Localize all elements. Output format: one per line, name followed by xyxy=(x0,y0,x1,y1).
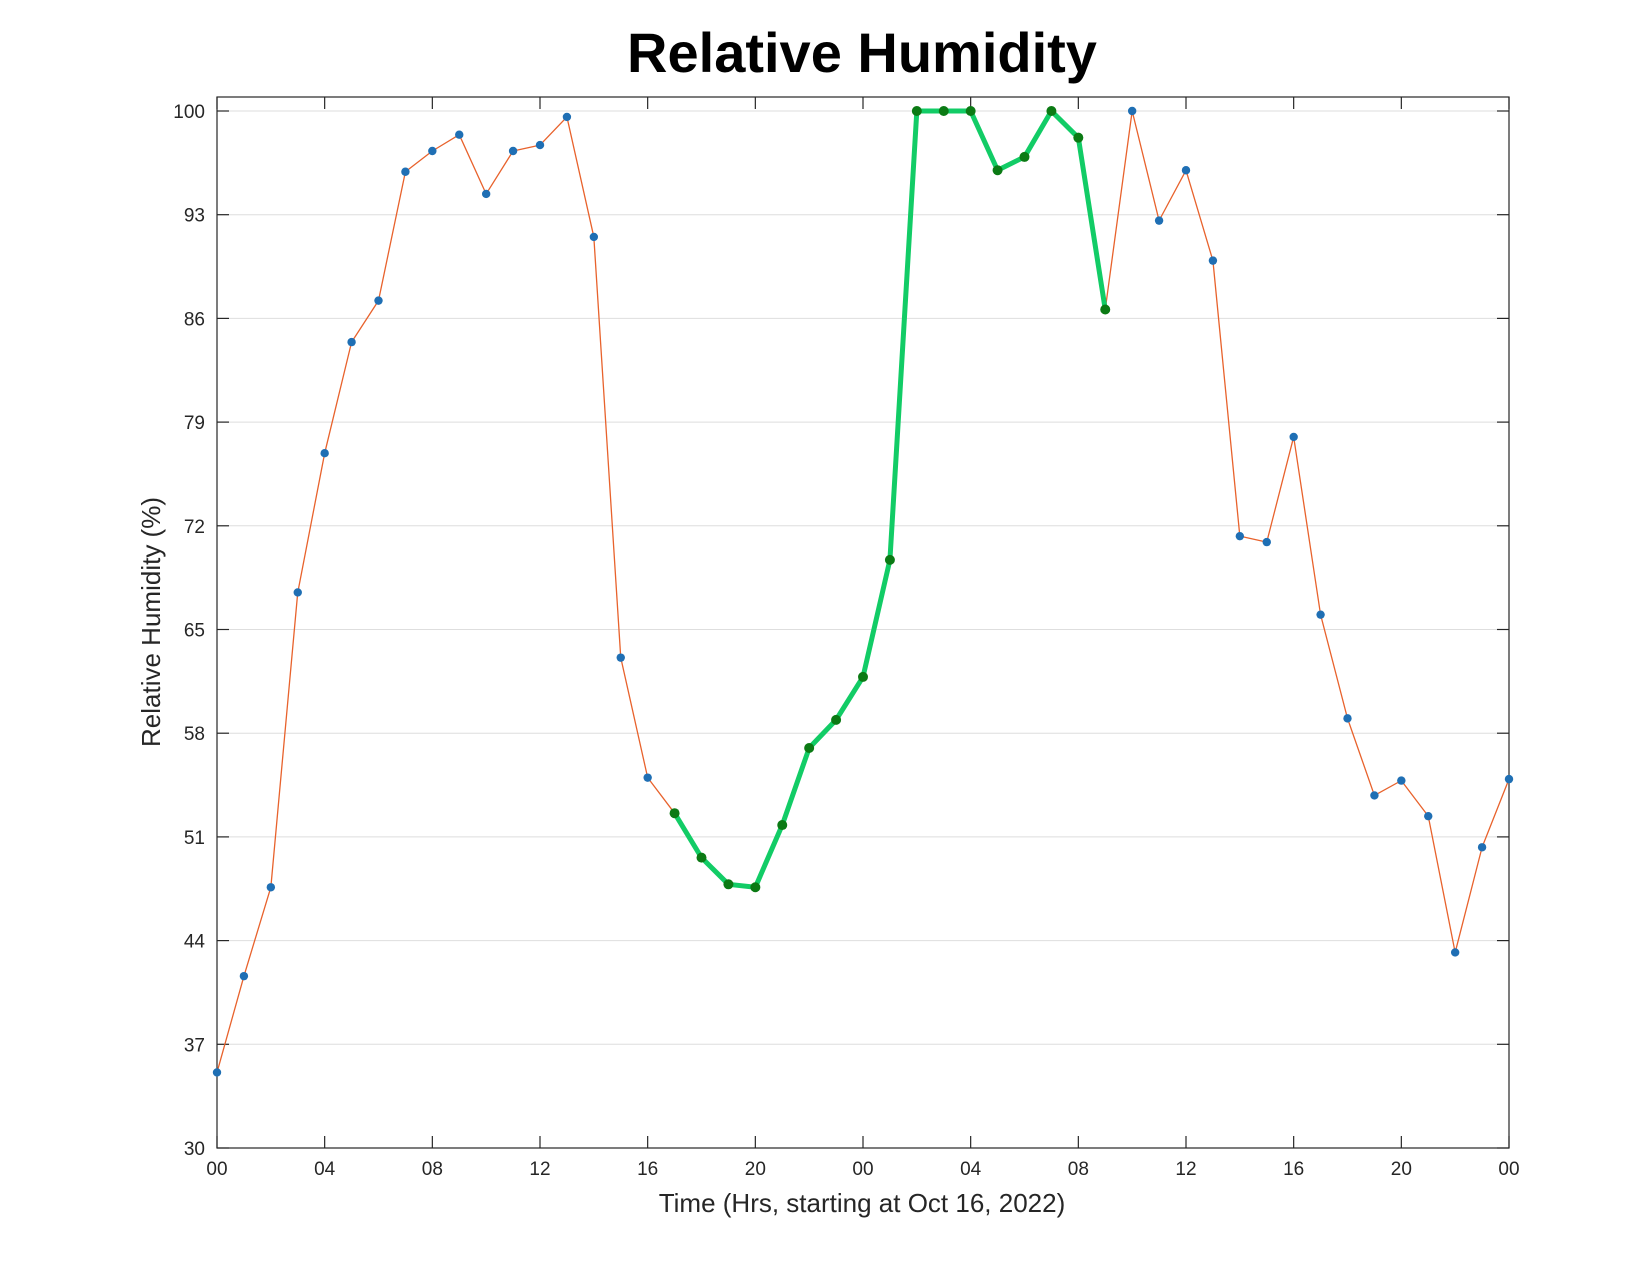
data-point xyxy=(347,337,356,347)
data-point xyxy=(1397,776,1406,785)
y-tick-label: 79 xyxy=(184,413,205,434)
y-tick-label: 30 xyxy=(184,1139,205,1160)
data-point xyxy=(320,449,329,458)
highlighted-data-point xyxy=(750,882,761,893)
highlighted-data-point xyxy=(777,820,788,831)
highlighted-data-point xyxy=(884,554,895,565)
x-tick-label: 08 xyxy=(1068,1159,1089,1180)
grid-lines xyxy=(217,110,1509,1045)
y-tick-label: 44 xyxy=(184,932,206,953)
y-tick-label: 100 xyxy=(173,102,205,123)
x-tick-label: 00 xyxy=(1498,1159,1519,1180)
highlighted-data-point xyxy=(965,106,976,116)
x-tick-label: 16 xyxy=(1283,1159,1304,1180)
highlighted-data-point xyxy=(992,165,1003,176)
y-tick-label: 37 xyxy=(184,1035,205,1056)
highlighted-data-point xyxy=(1046,106,1057,116)
highlighted-data-point xyxy=(696,852,707,863)
axis-ticks xyxy=(216,97,1510,1149)
x-tick-label: 04 xyxy=(314,1159,336,1180)
y-tick-label: 86 xyxy=(184,309,205,330)
y-tick-labels: 30 37 44 51 58 65 72 79 86 93 100 xyxy=(173,102,205,1160)
data-point xyxy=(1343,714,1352,723)
data-point-markers xyxy=(212,106,1514,1077)
data-point xyxy=(1504,774,1514,784)
x-tick-label: 12 xyxy=(1175,1159,1196,1180)
y-tick-label: 72 xyxy=(184,517,205,538)
data-point xyxy=(1208,256,1218,265)
data-point xyxy=(562,112,572,122)
humidity-line xyxy=(216,110,1510,1073)
highlighted-data-point xyxy=(831,714,842,725)
data-point xyxy=(535,140,545,150)
x-tick-labels: 00 04 08 12 16 20 00 04 08 12 16 20 00 xyxy=(206,1159,1519,1180)
data-point xyxy=(428,146,437,156)
data-point xyxy=(1262,537,1271,547)
data-point xyxy=(455,130,464,139)
highlighted-data-point xyxy=(723,879,734,890)
data-point xyxy=(1235,531,1245,541)
y-axis-label: Relative Humidity (%) xyxy=(136,497,166,747)
y-tick-label: 51 xyxy=(184,828,205,849)
x-axis-label: Time (Hrs, starting at Oct 16, 2022) xyxy=(659,1188,1066,1218)
data-point xyxy=(212,1068,222,1077)
highlighted-data-point xyxy=(938,106,949,116)
highlighted-data-point xyxy=(1019,151,1030,162)
highlighted-data-point xyxy=(669,808,680,819)
data-point xyxy=(401,167,410,176)
data-point xyxy=(589,232,599,242)
highlighted-data-point xyxy=(1100,304,1111,315)
series-lines xyxy=(216,108,1510,1073)
data-point xyxy=(616,653,625,662)
data-point xyxy=(481,189,491,199)
highlighted-data-point xyxy=(1073,132,1084,143)
data-point xyxy=(293,588,302,597)
x-tick-label: 00 xyxy=(206,1159,227,1180)
data-point xyxy=(1477,843,1487,852)
data-point xyxy=(1424,811,1433,821)
data-point xyxy=(239,971,249,981)
highlighted-humidity-line xyxy=(672,108,1108,890)
data-point xyxy=(1316,610,1325,619)
data-point xyxy=(1181,166,1191,175)
data-point xyxy=(374,296,383,305)
x-tick-label: 08 xyxy=(422,1159,443,1180)
data-point xyxy=(1370,791,1379,800)
chart-title: Relative Humidity xyxy=(627,21,1097,84)
x-tick-label: 20 xyxy=(745,1159,766,1180)
x-tick-label: 16 xyxy=(637,1159,658,1180)
plot-frame xyxy=(216,96,1510,1149)
data-point xyxy=(643,773,652,782)
data-point xyxy=(508,146,518,156)
x-tick-label: 12 xyxy=(529,1159,550,1180)
data-point xyxy=(1127,106,1137,116)
data-point xyxy=(1154,216,1164,225)
data-point xyxy=(1450,948,1460,957)
highlighted-data-point xyxy=(911,106,922,116)
x-tick-label: 04 xyxy=(960,1159,982,1180)
y-tick-label: 65 xyxy=(184,621,205,642)
y-tick-label: 93 xyxy=(184,206,205,227)
y-tick-label: 58 xyxy=(184,724,205,745)
highlighted-data-point xyxy=(804,743,815,754)
x-tick-label: 00 xyxy=(852,1159,873,1180)
x-tick-label: 20 xyxy=(1391,1159,1412,1180)
highlighted-data-point xyxy=(858,671,868,682)
data-point xyxy=(1289,432,1298,442)
data-point xyxy=(266,883,276,892)
